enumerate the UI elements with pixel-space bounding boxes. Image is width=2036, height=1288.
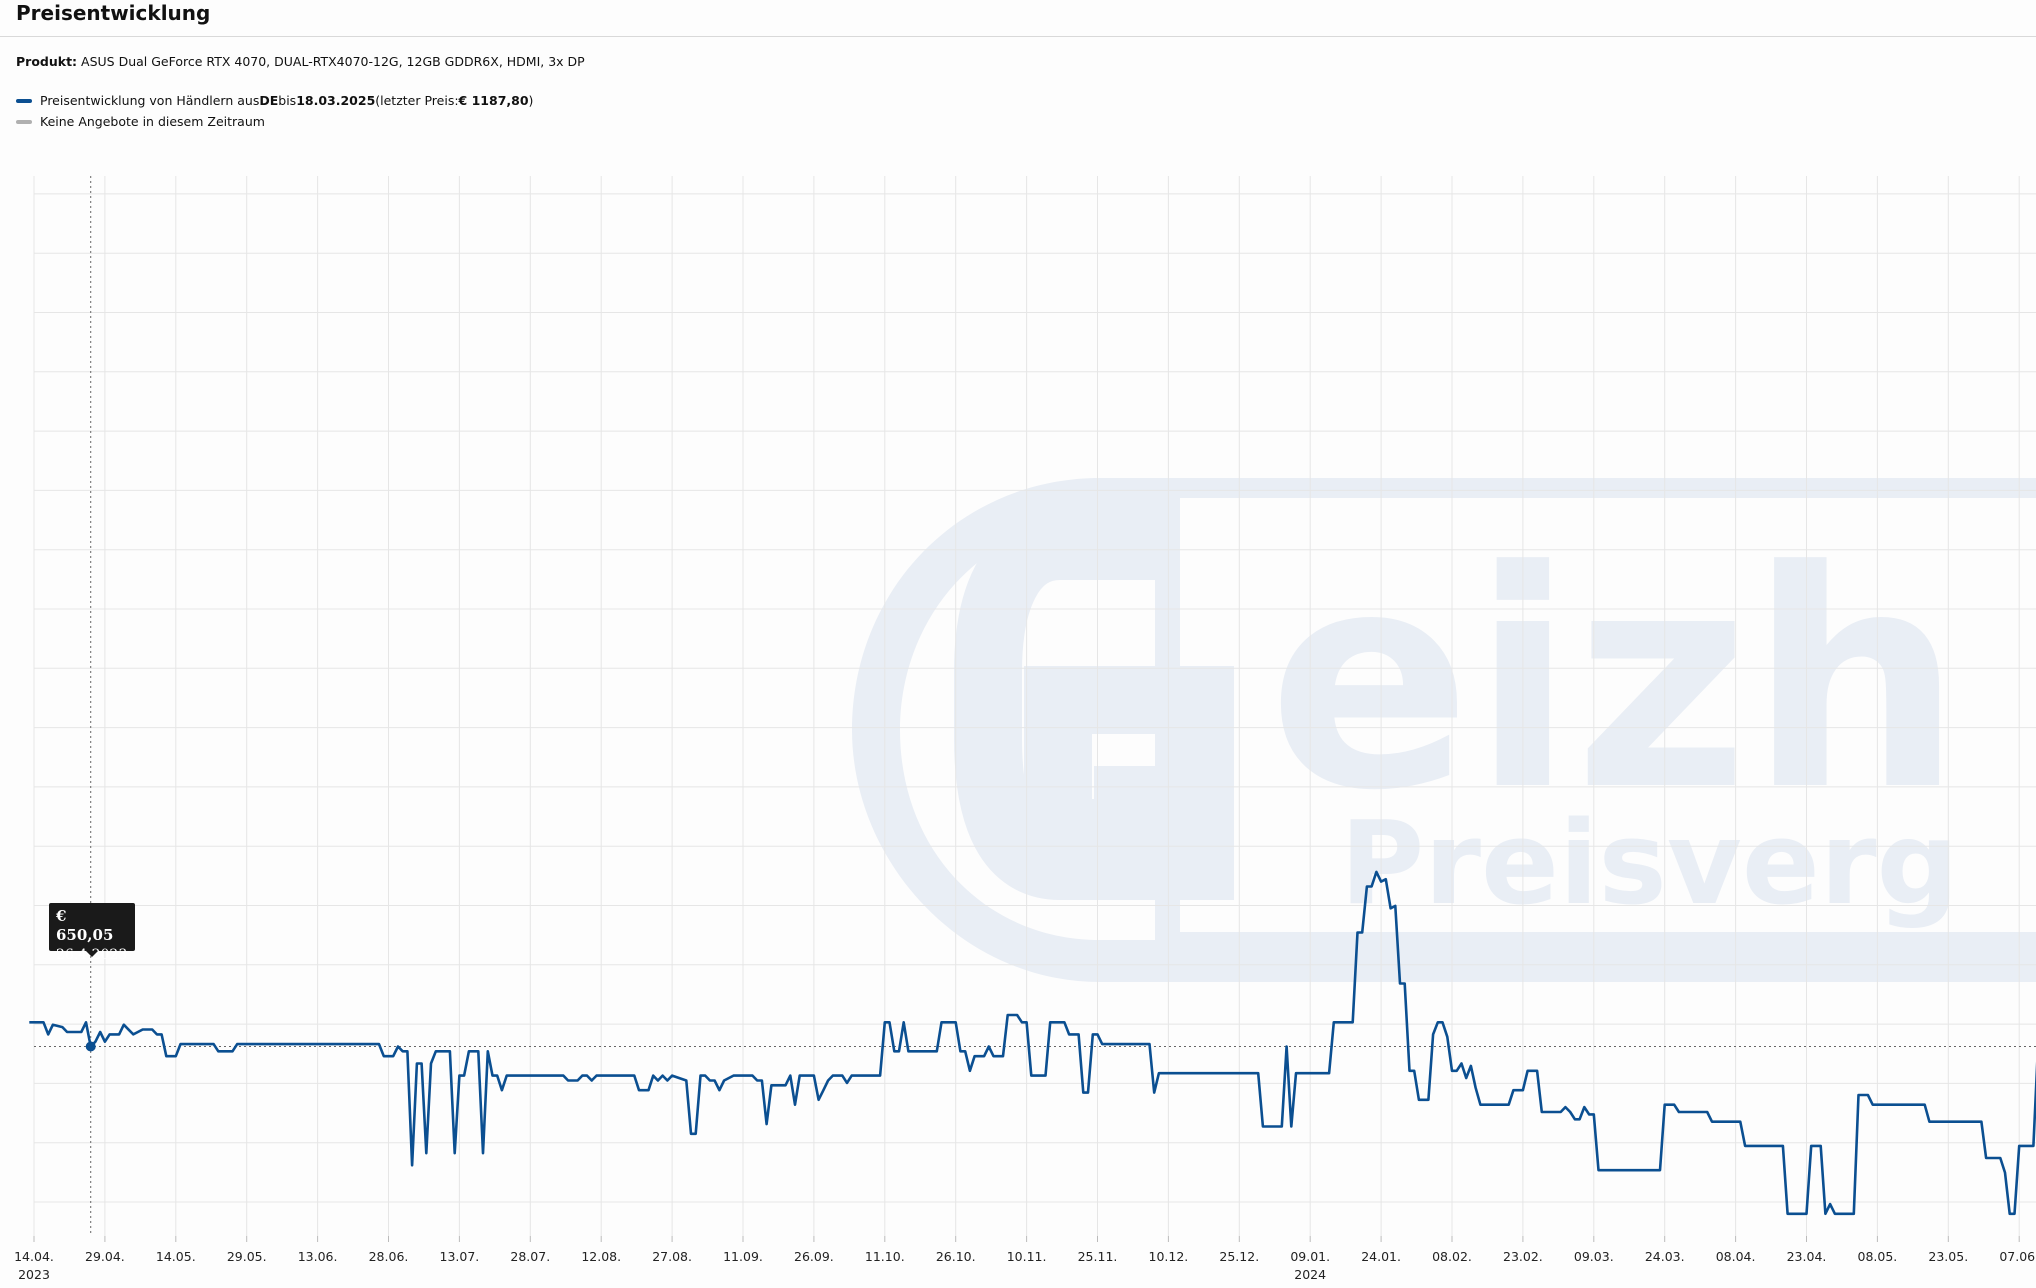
x-tick-label: 24.01. bbox=[1361, 1249, 1401, 1264]
x-tick-label: 09.01. bbox=[1290, 1249, 1330, 1264]
legend-item-no-offers[interactable]: Keine Angebote in diesem Zeitraum bbox=[16, 114, 265, 129]
x-tick-label: 23.02. bbox=[1503, 1249, 1543, 1264]
legend-series-prefix: Preisentwicklung von Händlern aus bbox=[40, 93, 260, 108]
x-tick-label: 29.04. bbox=[85, 1249, 125, 1264]
tooltip-price: € 650,05 bbox=[56, 907, 114, 944]
x-tick-label: 10.11. bbox=[1007, 1249, 1047, 1264]
title-divider bbox=[0, 36, 2036, 37]
page-title: Preisentwicklung bbox=[16, 1, 211, 25]
x-tick-label: 07.06. bbox=[1999, 1249, 2036, 1264]
chart-grid bbox=[33, 176, 2036, 1236]
x-tick-label: 27.08. bbox=[652, 1249, 692, 1264]
legend-last-price: € 1187,80 bbox=[458, 93, 529, 108]
watermark-wordmark: eizh bbox=[1268, 507, 1962, 856]
series-swatch bbox=[16, 98, 32, 103]
x-tick-label: 14.05. bbox=[156, 1249, 196, 1264]
x-tick-label: 11.09. bbox=[723, 1249, 763, 1264]
x-tick-label: 12.08. bbox=[581, 1249, 621, 1264]
x-tick-label: 26.10. bbox=[936, 1249, 976, 1264]
product-name: ASUS Dual GeForce RTX 4070, DUAL-RTX4070… bbox=[81, 54, 585, 69]
x-tick-label: 26.09. bbox=[794, 1249, 834, 1264]
legend-item-price-series[interactable]: Preisentwicklung von Händlern aus DE bis… bbox=[16, 93, 533, 108]
legend-last-price-suffix: ) bbox=[528, 93, 534, 108]
x-tick-label: 28.07. bbox=[510, 1249, 550, 1264]
x-tick-label: 08.05. bbox=[1858, 1249, 1898, 1264]
x-tick-label: 11.10. bbox=[865, 1249, 905, 1264]
x-tick-label: 14.04. bbox=[14, 1249, 54, 1264]
x-tick-label: 13.07. bbox=[440, 1249, 480, 1264]
year-label: 2023 bbox=[18, 1267, 50, 1282]
x-tick-label: 08.04. bbox=[1716, 1249, 1756, 1264]
year-label: 2024 bbox=[1294, 1267, 1326, 1282]
tooltip-date: 26.4.2023 bbox=[56, 947, 128, 963]
x-tick-label: 25.12. bbox=[1219, 1249, 1259, 1264]
tooltip-crosshair bbox=[34, 176, 2036, 1236]
x-tick-label: 08.02. bbox=[1432, 1249, 1472, 1264]
product-label: Produkt: bbox=[16, 54, 78, 69]
watermark-logo-ring bbox=[852, 478, 2036, 982]
x-tick-label: 13.06. bbox=[298, 1249, 338, 1264]
no-offers-swatch bbox=[16, 119, 32, 124]
geizhals-watermark: eizh Preisverg bbox=[852, 478, 2036, 982]
price-series-line[interactable] bbox=[29, 0, 2036, 1216]
x-tick-label: 09.03. bbox=[1574, 1249, 1614, 1264]
legend-date: 18.03.2025 bbox=[296, 93, 376, 108]
legend-no-offers-label: Keine Angebote in diesem Zeitraum bbox=[40, 114, 265, 129]
x-tick-label: 10.12. bbox=[1149, 1249, 1189, 1264]
x-tick-label: 23.05. bbox=[1928, 1249, 1968, 1264]
x-tick-label: 25.11. bbox=[1078, 1249, 1118, 1264]
product-line: Produkt: ASUS Dual GeForce RTX 4070, DUA… bbox=[16, 54, 585, 69]
hovered-data-point[interactable] bbox=[85, 1041, 96, 1052]
x-tick-label: 29.05. bbox=[227, 1249, 267, 1264]
legend-until-word: bis bbox=[278, 93, 297, 108]
legend-country: DE bbox=[259, 93, 279, 108]
watermark-logo-g bbox=[954, 512, 1234, 900]
legend-last-price-prefix: (letzter Preis: bbox=[375, 93, 459, 108]
x-tick-label: 23.04. bbox=[1787, 1249, 1827, 1264]
x-axis-tick-labels: 14.04. 29.04. 14.05. 29.05. 13.06. 28.06. 13.0… bbox=[14, 1236, 2036, 1282]
data-point-tooltip: € 650,05 26.4.2023 bbox=[49, 903, 135, 963]
watermark-subline: Preisverg bbox=[1340, 797, 1959, 931]
x-tick-label: 24.03. bbox=[1645, 1249, 1685, 1264]
x-tick-label: 28.06. bbox=[369, 1249, 409, 1264]
